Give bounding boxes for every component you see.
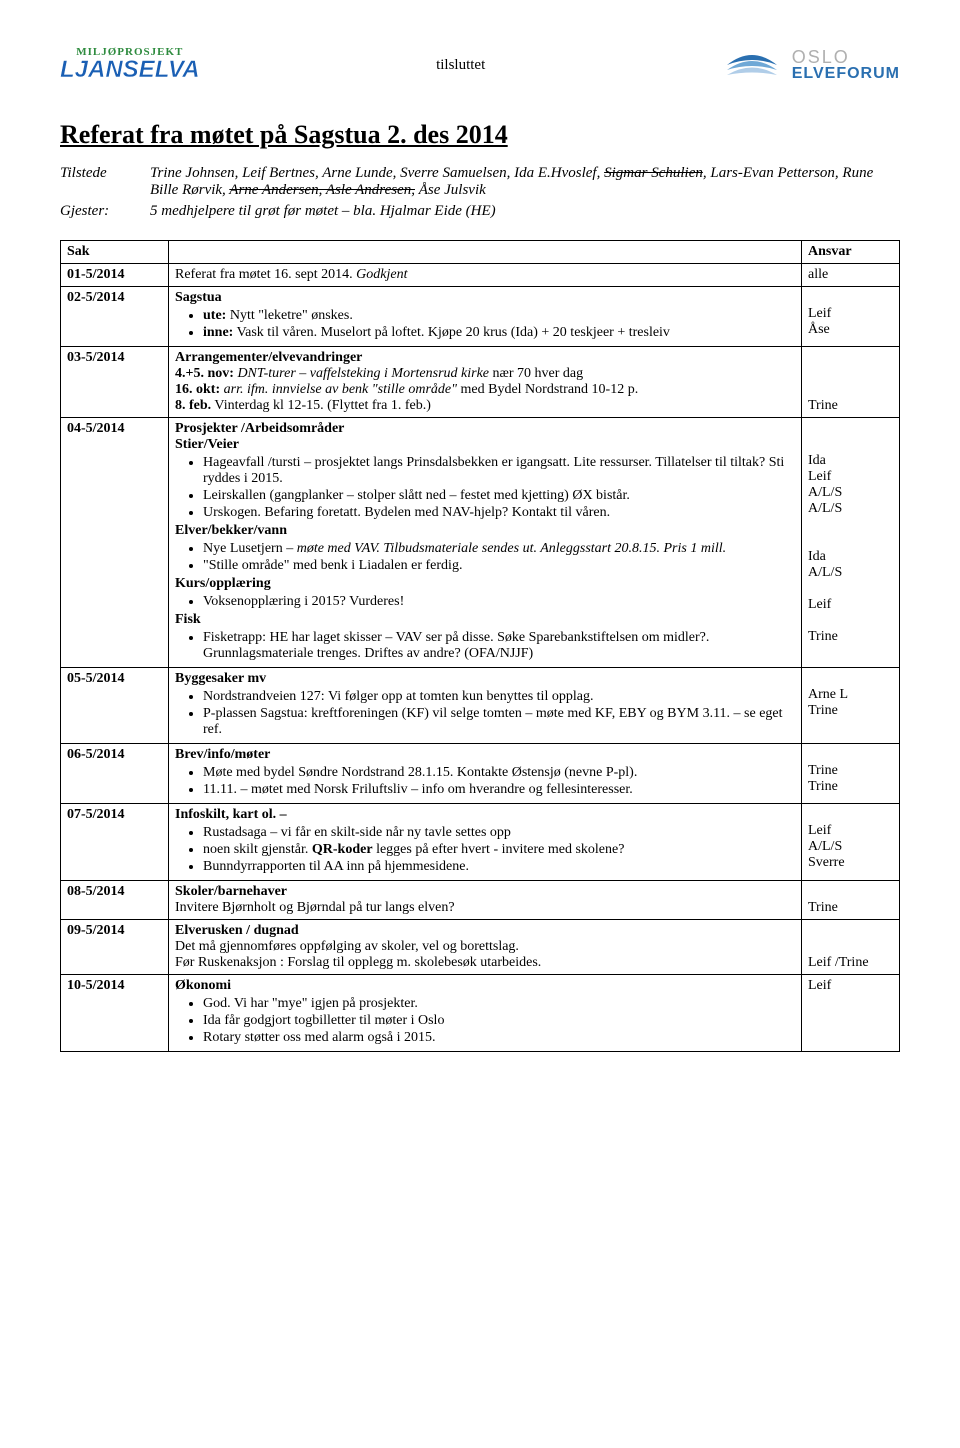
sak-content: ØkonomiGod. Vi har "mye" igjen på prosje… — [169, 975, 802, 1052]
tilstede-strike2: Arne Andersen, Asle Andresen, — [229, 182, 415, 198]
sak-ansvar: Trine — [802, 881, 900, 920]
sak-id: 08-5/2014 — [61, 881, 169, 920]
sak-id: 02-5/2014 — [61, 287, 169, 347]
sak-content: Sagstuaute: Nytt "leketre" ønskes.inne: … — [169, 287, 802, 347]
header-ansvar: Ansvar — [802, 241, 900, 264]
table-row: 01-5/2014Referat fra møtet 16. sept 2014… — [61, 264, 900, 287]
table-row: 09-5/2014Elverusken / dugnadDet må gjenn… — [61, 920, 900, 975]
sak-ansvar: Trine — [802, 347, 900, 418]
logo-main-text: LJANSELVA — [60, 56, 200, 84]
sak-id: 09-5/2014 — [61, 920, 169, 975]
minutes-table: Sak Ansvar 01-5/2014Referat fra møtet 16… — [60, 240, 900, 1052]
table-row: 07-5/2014Infoskilt, kart ol. –Rustadsaga… — [61, 804, 900, 881]
page-header: MILJØPROSJEKT LJANSELVA tilsluttet OSLO … — [60, 40, 900, 90]
tilstede-label: Tilstede — [60, 165, 150, 199]
table-row: 05-5/2014Byggesaker mvNordstrandveien 12… — [61, 668, 900, 744]
gjester-label: Gjester: — [60, 203, 150, 220]
table-row: 08-5/2014Skoler/barnehaverInvitere Bjørn… — [61, 881, 900, 920]
sak-content: Arrangementer/elvevandringer4.+5. nov: D… — [169, 347, 802, 418]
sak-ansvar: IdaLeifA/L/SA/L/SIdaA/L/SLeifTrine — [802, 418, 900, 668]
sak-content: Brev/info/møterMøte med bydel Søndre Nor… — [169, 744, 802, 804]
sak-id: 03-5/2014 — [61, 347, 169, 418]
swoosh-icon — [722, 40, 782, 90]
sak-ansvar: Leif — [802, 975, 900, 1052]
table-row: 04-5/2014Prosjekter /ArbeidsområderStier… — [61, 418, 900, 668]
ljanselva-logo: MILJØPROSJEKT LJANSELVA — [60, 46, 200, 84]
tilstede-strike1: Sigmar Schulien — [604, 165, 703, 181]
sak-ansvar: Arne LTrine — [802, 668, 900, 744]
sak-content: Infoskilt, kart ol. –Rustadsaga – vi får… — [169, 804, 802, 881]
sak-content: Byggesaker mvNordstrandveien 127: Vi føl… — [169, 668, 802, 744]
gjester-names: 5 medhjelpere til grøt før møtet – bla. … — [150, 203, 900, 220]
table-header-row: Sak Ansvar — [61, 241, 900, 264]
page-title: Referat fra møtet på Sagstua 2. des 2014 — [60, 120, 900, 150]
tilstede-post: Åse Julsvik — [415, 182, 486, 198]
sak-id: 04-5/2014 — [61, 418, 169, 668]
sak-ansvar: TrineTrine — [802, 744, 900, 804]
oslo-label: OSLO — [792, 48, 900, 66]
sak-id: 05-5/2014 — [61, 668, 169, 744]
table-row: 10-5/2014ØkonomiGod. Vi har "mye" igjen … — [61, 975, 900, 1052]
elveforum-label: ELVEFORUM — [792, 66, 900, 82]
tilstede-pre: Trine Johnsen, Leif Bertnes, Arne Lunde,… — [150, 165, 604, 181]
sak-ansvar: LeifÅse — [802, 287, 900, 347]
elveforum-logo: OSLO ELVEFORUM — [722, 40, 900, 90]
sak-ansvar: alle — [802, 264, 900, 287]
sak-id: 06-5/2014 — [61, 744, 169, 804]
tilsluttet-label: tilsluttet — [436, 57, 485, 74]
sak-content: Referat fra møtet 16. sept 2014. Godkjen… — [169, 264, 802, 287]
sak-content: Skoler/barnehaverInvitere Bjørnholt og B… — [169, 881, 802, 920]
header-sak: Sak — [61, 241, 169, 264]
tilstede-row: Tilstede Trine Johnsen, Leif Bertnes, Ar… — [60, 165, 900, 199]
tilstede-names: Trine Johnsen, Leif Bertnes, Arne Lunde,… — [150, 165, 900, 199]
sak-ansvar: Leif /Trine — [802, 920, 900, 975]
sak-ansvar: LeifA/L/SSverre — [802, 804, 900, 881]
sak-id: 10-5/2014 — [61, 975, 169, 1052]
sak-id: 07-5/2014 — [61, 804, 169, 881]
header-content — [169, 241, 802, 264]
sak-content: Elverusken / dugnadDet må gjennomføres o… — [169, 920, 802, 975]
table-row: 06-5/2014Brev/info/møterMøte med bydel S… — [61, 744, 900, 804]
table-row: 02-5/2014Sagstuaute: Nytt "leketre" ønsk… — [61, 287, 900, 347]
table-row: 03-5/2014Arrangementer/elvevandringer4.+… — [61, 347, 900, 418]
gjester-row: Gjester: 5 medhjelpere til grøt før møte… — [60, 203, 900, 220]
sak-content: Prosjekter /ArbeidsområderStier/VeierHag… — [169, 418, 802, 668]
sak-id: 01-5/2014 — [61, 264, 169, 287]
elveforum-text: OSLO ELVEFORUM — [792, 48, 900, 82]
